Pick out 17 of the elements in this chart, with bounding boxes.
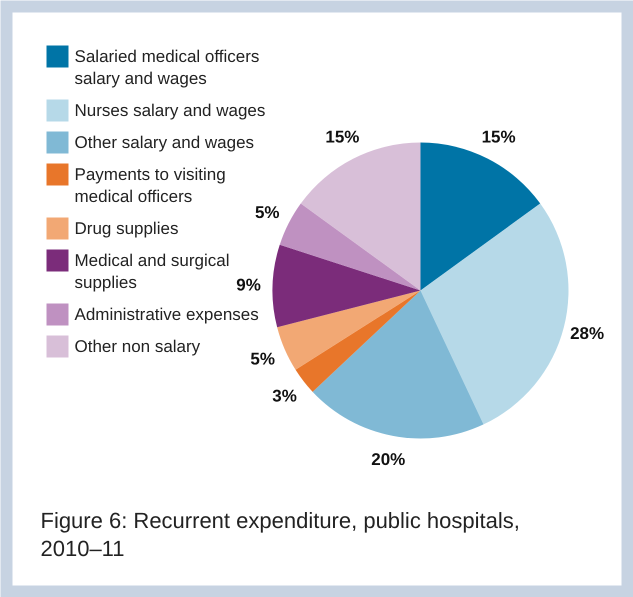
legend-label: Medical and surgical supplies [74, 251, 230, 292]
data-label: 20% [371, 450, 406, 469]
data-label: 5% [250, 349, 275, 368]
data-label: 15% [482, 128, 516, 147]
data-label: 9% [236, 276, 261, 295]
legend-label: Nurses salary and wages [74, 101, 266, 120]
legend-label: Other salary and wages [74, 133, 254, 152]
text: Figure 6: Recurrent expenditure, public hospitals, 2010–11 [40, 508, 520, 561]
data-label: 3% [272, 386, 297, 406]
data-label: 5% [254, 202, 280, 222]
legend-label: Drug supplies [74, 219, 178, 238]
data-label: 15% [325, 128, 360, 147]
legend-label: Administrative expenses [74, 305, 259, 324]
legend-label: Payments to visiting medical officers [74, 165, 226, 206]
data-label: 28% [570, 324, 604, 343]
legend-label: Other non salary [74, 337, 201, 356]
legend-label: Salaried medical officers salary and wages [74, 47, 260, 88]
